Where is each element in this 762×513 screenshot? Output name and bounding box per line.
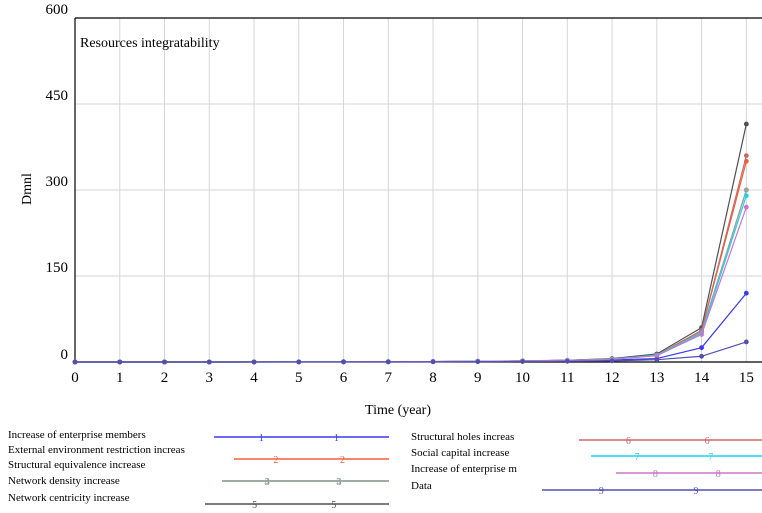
data-point: [743, 204, 749, 210]
legend-label-7: Social capital increase: [411, 447, 509, 459]
data-point: [251, 359, 257, 365]
data-point: [475, 359, 481, 365]
series-group: [72, 121, 749, 365]
data-point: [341, 359, 346, 365]
x-axis-label: Time (year): [365, 403, 431, 418]
legend-marker-8: 8: [653, 469, 658, 480]
x-tick-label: 13: [649, 370, 664, 386]
x-tick-label: 12: [605, 370, 620, 386]
x-tick-label: 8: [429, 370, 437, 386]
legend-label-2: External environment restriction increas: [8, 444, 185, 456]
x-tick-label: 7: [385, 370, 393, 386]
data-point: [430, 359, 436, 365]
grid-lines: [74, 17, 762, 363]
data-point: [72, 359, 78, 365]
data-point: [564, 358, 570, 364]
chart-title: Resources integratability: [80, 36, 220, 51]
legend-marker-4: 4: [336, 477, 341, 488]
legend-label-6: Structural holes increas: [411, 431, 514, 443]
legend-label-9: Data: [411, 480, 432, 492]
y-tick-label: 600: [46, 2, 69, 18]
data-point: [117, 359, 123, 365]
y-tick-label: 0: [61, 347, 69, 363]
legend-marker-9: 9: [694, 486, 699, 497]
legend: Increase of enterprise members 1 1 External…: [8, 429, 762, 511]
data-point: [743, 121, 749, 127]
legend-marker-5: 5: [252, 500, 257, 511]
legend-label-1: Increase of enterprise members: [8, 429, 146, 441]
legend-marker-1: 1: [259, 433, 264, 444]
data-point: [743, 290, 749, 296]
data-point: [296, 359, 302, 365]
legend-marker-7: 7: [708, 452, 713, 463]
legend-marker-4: 4: [265, 477, 270, 488]
x-tick-label: 9: [474, 370, 482, 386]
data-point: [699, 332, 704, 337]
data-point: [743, 193, 749, 199]
legend-marker-3: 3: [265, 477, 270, 488]
x-tick-label: 15: [739, 370, 754, 386]
legend-marker-3: 3: [336, 477, 341, 488]
x-tick-label: 14: [694, 370, 710, 386]
legend-marker-5: 5: [331, 500, 336, 511]
y-tick-label: 450: [46, 88, 69, 104]
data-point: [609, 358, 615, 364]
legend-marker-6: 6: [705, 436, 710, 447]
data-point: [162, 359, 167, 365]
data-point: [743, 339, 749, 345]
x-tick-label: 4: [250, 370, 258, 386]
x-tick-label: 0: [71, 370, 79, 386]
legend-marker-1: 1: [334, 433, 339, 444]
x-tick-label: 1: [116, 370, 124, 386]
legend-label-8: Increase of enterprise m: [411, 463, 517, 475]
legend-label-3: Structural equivalence increase: [8, 459, 146, 471]
y-tick-label: 150: [46, 260, 69, 276]
legend-marker-2: 2: [340, 455, 345, 466]
data-point: [385, 359, 391, 365]
legend-marker-7: 7: [635, 452, 640, 463]
data-point: [743, 187, 749, 193]
data-point: [206, 359, 212, 365]
y-tick-label: 300: [46, 174, 69, 190]
x-tick-label: 10: [515, 370, 530, 386]
data-point: [743, 153, 749, 159]
legend-marker-6: 6: [626, 436, 631, 447]
series-line-9: [75, 341, 747, 363]
data-point: [654, 353, 660, 359]
legend-marker-8: 8: [716, 469, 721, 480]
data-point: [520, 359, 525, 364]
data-point: [654, 357, 660, 363]
x-tick-label: 11: [560, 370, 574, 386]
legend-marker-9: 9: [599, 486, 604, 497]
x-tick-label: 2: [161, 370, 169, 386]
data-point: [699, 345, 704, 351]
data-point: [699, 353, 704, 359]
x-tick-label: 5: [295, 370, 303, 386]
legend-marker-2: 2: [273, 455, 278, 466]
legend-label-5: Network centricity increase: [8, 492, 130, 504]
x-tick-label: 6: [340, 370, 348, 386]
legend-label-4: Network density increase: [8, 475, 120, 487]
x-tick-label: 3: [206, 370, 214, 386]
y-axis-label: Dmnl: [20, 173, 35, 205]
